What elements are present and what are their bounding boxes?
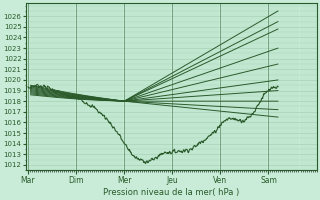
X-axis label: Pression niveau de la mer( hPa ): Pression niveau de la mer( hPa ) bbox=[103, 188, 239, 197]
